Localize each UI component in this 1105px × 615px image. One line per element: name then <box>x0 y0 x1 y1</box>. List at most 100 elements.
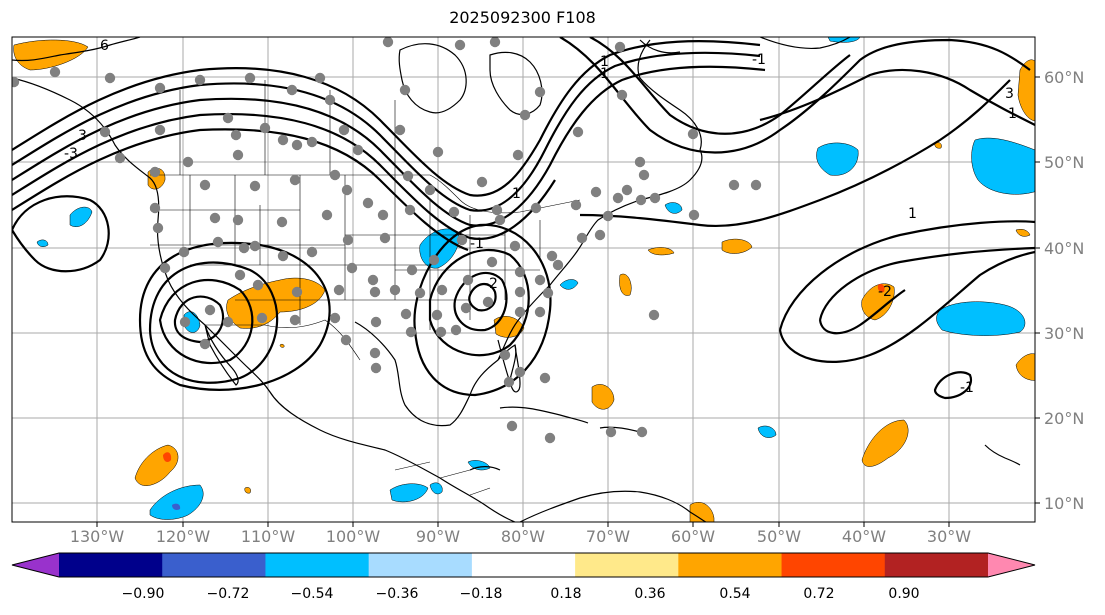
station-marker <box>367 274 379 286</box>
station-marker <box>209 212 221 224</box>
station-marker <box>329 169 341 181</box>
station-marker <box>230 129 242 141</box>
contour-label: 1 <box>512 186 521 202</box>
station-marker <box>448 206 460 218</box>
station-marker <box>546 250 558 262</box>
station-marker <box>314 72 326 84</box>
colorbar-tick: 0.90 <box>888 586 920 602</box>
station-marker <box>476 176 488 188</box>
contour-label: 6 <box>100 38 109 54</box>
station-marker <box>369 286 381 298</box>
colorbar-tick: −0.18 <box>459 586 503 602</box>
station-marker <box>369 347 381 359</box>
contour-label: 1 <box>600 54 609 70</box>
colorbar-bin <box>265 553 370 577</box>
station-marker <box>514 366 526 378</box>
colorbar-tick: −0.54 <box>290 586 334 602</box>
colorbar-tick: −0.90 <box>121 586 165 602</box>
lon-label: 40°W <box>841 527 887 546</box>
station-marker <box>178 246 190 258</box>
station-marker <box>534 86 546 98</box>
contour-label: 3 <box>1005 86 1014 102</box>
colorbar <box>11 552 1036 578</box>
station-marker <box>402 170 414 182</box>
station-marker <box>244 72 256 84</box>
lat-label: 20°N <box>1044 409 1085 428</box>
station-marker <box>377 209 389 221</box>
station-marker <box>594 229 606 241</box>
station-marker <box>456 234 468 246</box>
station-marker <box>406 264 418 276</box>
station-marker <box>462 274 474 286</box>
station-marker <box>291 286 303 298</box>
station-marker <box>182 156 194 168</box>
station-marker <box>576 232 588 244</box>
station-marker <box>104 72 116 84</box>
station-marker <box>534 274 546 286</box>
station-marker <box>602 210 614 222</box>
lon-label: 80°W <box>500 527 546 546</box>
station-marker <box>154 82 166 94</box>
contour-label: -3 <box>64 146 78 162</box>
colorbar-bin <box>368 553 473 577</box>
station-marker <box>486 256 498 268</box>
station-marker <box>289 174 301 186</box>
station-marker <box>232 149 244 161</box>
contour-label: -1 <box>752 52 766 68</box>
station-marker <box>635 194 647 206</box>
station-marker <box>286 84 298 96</box>
map-title: 2025092300 F108 <box>449 8 596 27</box>
lon-label: 100°W <box>325 527 381 546</box>
station-marker <box>114 152 126 164</box>
station-marker <box>249 240 261 252</box>
station-marker <box>276 216 288 228</box>
station-marker <box>509 240 521 252</box>
station-marker <box>199 338 211 350</box>
station-marker <box>489 37 501 48</box>
station-marker <box>249 180 261 192</box>
contour-label: 1 <box>908 206 917 222</box>
station-marker <box>638 169 650 181</box>
strong-negative-shading <box>172 503 181 510</box>
station-markers <box>12 37 762 444</box>
station-marker <box>482 296 494 308</box>
colorbar-outline <box>11 552 1036 578</box>
station-marker <box>728 179 740 191</box>
station-marker <box>259 122 271 134</box>
colorbar-tick: 0.72 <box>803 586 835 602</box>
station-marker <box>222 112 234 124</box>
station-marker <box>382 37 394 48</box>
station-marker <box>612 192 624 204</box>
station-marker <box>204 304 216 316</box>
station-marker <box>329 312 341 324</box>
lat-label: 60°N <box>1044 68 1085 87</box>
colorbar-bin <box>884 553 989 577</box>
station-marker <box>394 124 406 136</box>
station-marker <box>277 250 289 262</box>
lon-label: 110°W <box>240 527 296 546</box>
station-marker <box>333 284 345 296</box>
station-marker <box>688 209 700 221</box>
station-marker <box>291 139 303 151</box>
lon-label: 70°W <box>585 527 631 546</box>
station-marker <box>277 134 289 146</box>
station-marker <box>621 184 633 196</box>
station-marker <box>530 202 542 214</box>
coastlines <box>12 37 1021 522</box>
lon-label: 60°W <box>670 527 716 546</box>
colorbar-bin <box>59 553 163 577</box>
map-panel: 6 -3 3 1 -1 1 -1 -2 -1 3 1 -2 1 1 <box>11 36 1040 527</box>
station-marker <box>424 184 436 196</box>
station-marker <box>648 309 660 321</box>
lon-label: 130°W <box>69 527 125 546</box>
negative-anomaly-shading <box>36 37 1035 520</box>
station-marker <box>750 179 762 191</box>
station-marker <box>306 136 318 148</box>
contour-label: 1 <box>600 66 609 82</box>
station-marker <box>400 308 412 320</box>
station-marker <box>494 214 506 226</box>
colorbar-extend-high <box>988 553 1035 577</box>
station-marker <box>605 426 617 438</box>
station-marker <box>514 266 526 278</box>
station-marker <box>341 184 353 196</box>
